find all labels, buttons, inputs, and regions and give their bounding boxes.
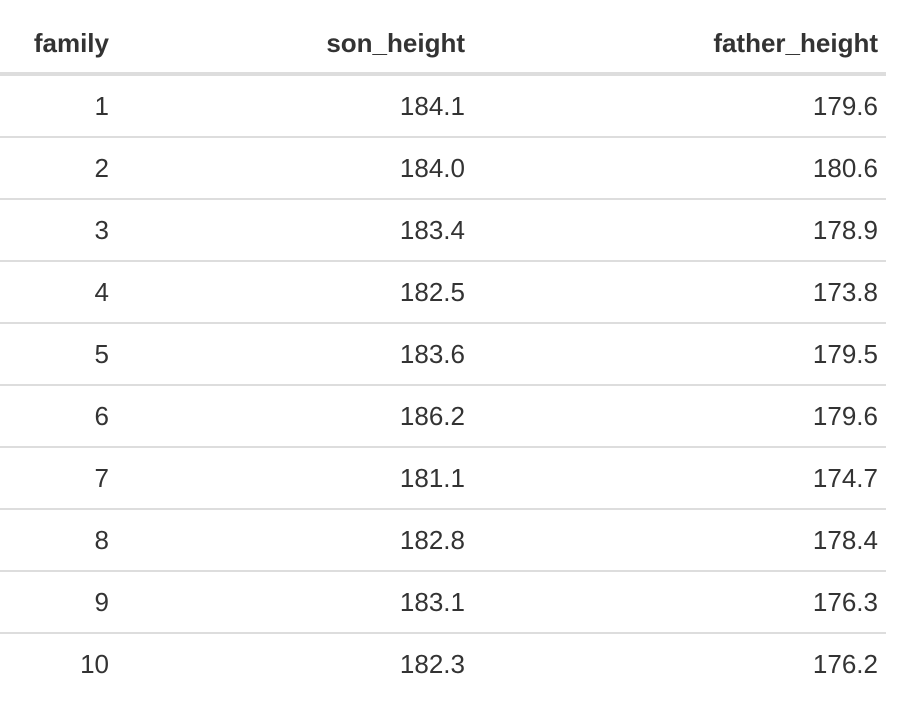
table-header: family son_height father_height (0, 14, 886, 76)
table-row: 3 183.4 178.9 (0, 199, 886, 262)
cell-son-height: 183.1 (123, 571, 473, 634)
cell-son-height: 183.4 (123, 199, 473, 262)
cell-family: 10 (80, 648, 109, 679)
cell-family: 6 (0, 385, 123, 448)
table-row: 9 183.1 176.3 (0, 571, 886, 634)
cell-father-height: 179.5 (473, 323, 886, 386)
cell-father-height: 180.6 (473, 137, 886, 200)
table-row: 8 182.8 178.4 (0, 509, 886, 572)
table-row: 10 182.3 176.2 (0, 633, 886, 694)
cell-family: 4 (0, 261, 123, 324)
data-table-container: family son_height father_height 1 184.1 … (0, 14, 886, 694)
cell-family: 5 (0, 323, 123, 386)
cell-family: 2 (0, 137, 123, 200)
cell-son-height: 184.1 (123, 74, 473, 138)
cell-father-height: 173.8 (473, 261, 886, 324)
cell-father-height: 176.2 (812, 648, 878, 679)
column-header-father-height: father_height (473, 14, 886, 76)
cell-son-height: 181.1 (123, 447, 473, 510)
table-row: 1 184.1 179.6 (0, 74, 886, 138)
table-row: 7 181.1 174.7 (0, 447, 886, 510)
cell-son-height: 186.2 (123, 385, 473, 448)
cell-son-height: 182.5 (123, 261, 473, 324)
table-row: 2 184.0 180.6 (0, 137, 886, 200)
cell-family: 1 (0, 74, 123, 138)
table-row: 4 182.5 173.8 (0, 261, 886, 324)
table-body: 1 184.1 179.6 2 184.0 180.6 3 183.4 178.… (0, 74, 886, 694)
header-row: family son_height father_height (0, 14, 886, 76)
column-header-son-height: son_height (123, 14, 473, 76)
cell-father-height: 174.7 (473, 447, 886, 510)
table-row: 5 183.6 179.5 (0, 323, 886, 386)
cell-father-height: 179.6 (473, 385, 886, 448)
data-table: family son_height father_height 1 184.1 … (0, 14, 886, 694)
cell-family: 3 (0, 199, 123, 262)
cell-son-height: 182.8 (123, 509, 473, 572)
cell-son-height: 183.6 (123, 323, 473, 386)
cell-father-height: 176.3 (473, 571, 886, 634)
cell-family: 7 (0, 447, 123, 510)
cell-father-height: 179.6 (473, 74, 886, 138)
cell-father-height: 178.4 (473, 509, 886, 572)
column-header-family: family (0, 14, 123, 76)
cell-son-height: 184.0 (123, 137, 473, 200)
cell-family: 9 (0, 571, 123, 634)
cell-son-height: 182.3 (399, 648, 465, 679)
cell-father-height: 178.9 (473, 199, 886, 262)
cell-family: 8 (0, 509, 123, 572)
table-row: 6 186.2 179.6 (0, 385, 886, 448)
